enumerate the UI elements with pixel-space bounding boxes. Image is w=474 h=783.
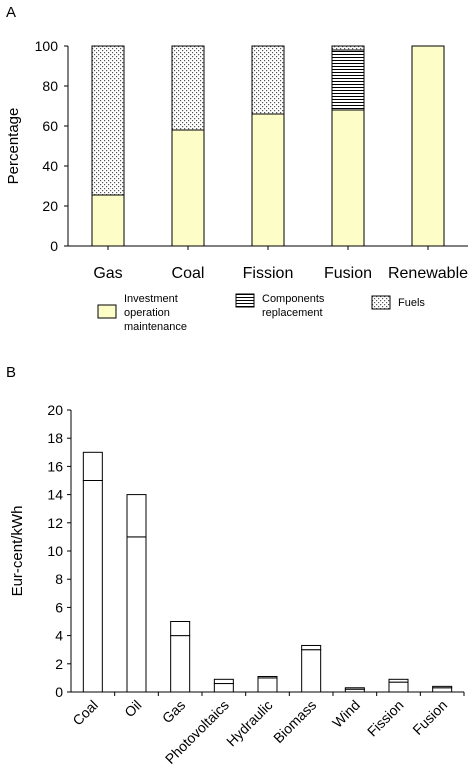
- bar-b-biomass-segment-1: [301, 649, 322, 693]
- bar-a-fusion-investment: [331, 109, 365, 247]
- x-tick-label-a-coal: Coal: [172, 265, 205, 282]
- y-tick-label-b: 10: [47, 543, 63, 559]
- bar-b-fusion-segment-1: [432, 687, 453, 693]
- bar-b-fission-segment-1: [388, 681, 409, 693]
- panel-label-b: B: [6, 364, 16, 381]
- legend-label-components: replacement: [262, 307, 323, 319]
- x-tick-label-b-fission: Fission: [364, 697, 407, 740]
- y-axis-label-a: Percentage: [5, 108, 22, 185]
- bar-b-hydraulic-segment-1: [257, 677, 278, 693]
- y-tick-label-b: 6: [55, 599, 63, 615]
- y-tick-label-a: 20: [42, 198, 58, 214]
- y-tick-label-b: 16: [47, 458, 63, 474]
- legend-swatch-components: [235, 293, 255, 308]
- bar-b-fusion-segment-2: [432, 685, 453, 689]
- bar-a-fusion-fuels: [331, 45, 365, 51]
- legend-label-components: Components: [262, 293, 325, 305]
- y-tick-label-b: 8: [55, 571, 63, 587]
- chart-panel-a: 0 20 40 60 80 100 Percentage Gas Coal Fission Fusi…: [5, 38, 468, 282]
- bar-b-wind-segment-2: [344, 687, 365, 690]
- y-tick-label-a: 80: [42, 78, 58, 94]
- y-tick-label-a: 0: [50, 238, 58, 254]
- bar-b-photovoltaics-segment-2: [213, 678, 234, 685]
- y-tick-label-b: 12: [47, 515, 63, 531]
- bar-a-fission-fuels: [251, 45, 285, 115]
- bar-b-coal-segment-2: [82, 451, 103, 481]
- bar-a-gas-investment: [91, 194, 125, 247]
- x-tick-label-b-wind: Wind: [329, 697, 363, 731]
- panel-label-a: A: [6, 4, 16, 21]
- legend-swatch-investment: [97, 304, 117, 319]
- y-tick-label-b: 0: [55, 684, 63, 700]
- legend-label-investment: Investment: [124, 293, 178, 305]
- x-tick-label-b-fusion: Fusion: [409, 697, 450, 738]
- bar-a-gas-fuels: [91, 45, 125, 196]
- legend-panel-a: Investment operation maintenance Components…: [97, 293, 425, 333]
- bar-b-gas-segment-1: [170, 635, 191, 693]
- x-tick-label-a-gas: Gas: [93, 265, 122, 282]
- x-tick-label-b-biomass: Biomass: [270, 697, 319, 746]
- bar-a-fission-investment: [251, 113, 285, 247]
- bar-b-gas-segment-2: [170, 621, 191, 637]
- x-tick-label-a-fission: Fission: [243, 265, 294, 282]
- bar-a-coal-investment: [171, 129, 205, 247]
- bar-b-oil-segment-1: [126, 536, 147, 693]
- y-tick-label-a: 40: [42, 158, 58, 174]
- x-tick-label-b-gas: Gas: [159, 697, 188, 726]
- y-tick-label-b: 18: [47, 430, 63, 446]
- bar-b-fission-segment-2: [388, 678, 409, 683]
- bar-a-coal-fuels: [171, 45, 205, 131]
- y-tick-label-b: 4: [55, 628, 63, 644]
- legend-label-investment: operation: [124, 307, 170, 319]
- bar-b-photovoltaics-segment-1: [213, 683, 234, 693]
- x-tick-label-b-coal: Coal: [69, 697, 101, 729]
- y-tick-label-b: 2: [55, 656, 63, 672]
- bar-a-fusion-components: [331, 49, 365, 111]
- bar-b-biomass-segment-2: [301, 644, 322, 651]
- y-tick-label-b: 14: [47, 487, 63, 503]
- x-tick-label-a-fusion: Fusion: [324, 265, 372, 282]
- x-tick-label-b-oil: Oil: [121, 697, 144, 720]
- y-tick-label-a: 100: [35, 38, 59, 54]
- bar-b-oil-segment-2: [126, 494, 147, 538]
- bar-b-coal-segment-1: [82, 480, 103, 693]
- y-tick-label-a: 60: [42, 118, 58, 134]
- x-tick-label-a-renewable: Renewable: [388, 265, 468, 282]
- legend-swatch-fuels: [371, 295, 391, 310]
- legend-label-investment: maintenance: [124, 321, 187, 333]
- x-tick-label-b-hydraulic: Hydraulic: [223, 697, 276, 750]
- y-tick-label-b: 20: [47, 402, 63, 418]
- bar-b-hydraulic-segment-2: [257, 675, 278, 679]
- y-axis-label-b: Eur-cent/kWh: [9, 506, 26, 597]
- bar-a-renewable-investment: [411, 45, 445, 247]
- legend-label-fuels: Fuels: [398, 297, 425, 309]
